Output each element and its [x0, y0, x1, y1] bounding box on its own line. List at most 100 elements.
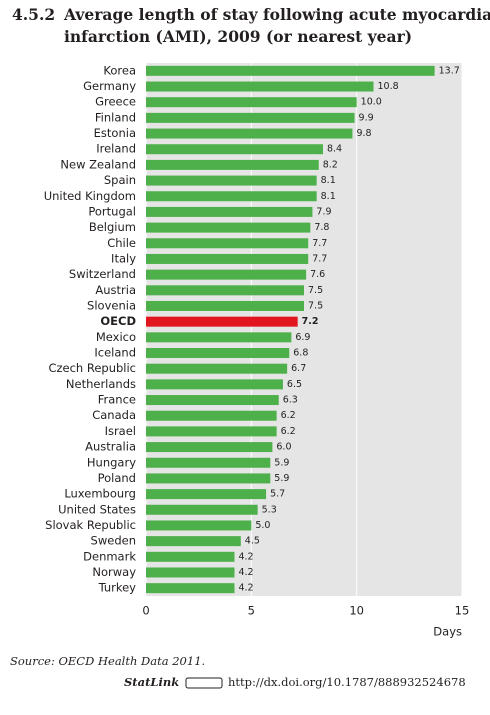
bar [146, 473, 271, 484]
y-tick-label: Slovak Republic [45, 518, 136, 532]
value-label: 6.9 [295, 332, 310, 343]
bar [146, 128, 353, 139]
bar [146, 238, 309, 249]
bar [146, 81, 374, 92]
y-tick-label: Israel [105, 424, 136, 438]
value-label: 8.1 [321, 191, 336, 202]
value-label: 8.1 [321, 175, 336, 186]
value-label: 7.8 [314, 222, 329, 233]
bar [146, 536, 241, 547]
bar [146, 395, 279, 406]
y-tick-label: Switzerland [69, 267, 136, 281]
y-tick-label: Chile [107, 236, 136, 250]
bar [146, 222, 311, 233]
statlink-url[interactable]: http://dx.doi.org/10.1787/888932524678 [228, 675, 466, 689]
bar [146, 112, 355, 123]
value-label: 6.7 [291, 363, 306, 374]
y-tick-label: Sweden [91, 534, 136, 548]
y-tick-label: United Kingdom [44, 189, 136, 203]
y-tick-label: Netherlands [66, 377, 136, 391]
y-tick-label: Italy [111, 251, 136, 265]
y-tick-label: Belgium [89, 220, 136, 234]
bar [146, 520, 252, 531]
bar [146, 363, 288, 374]
y-tick-label: Greece [95, 95, 136, 109]
y-tick-label: Mexico [96, 330, 136, 344]
chart-title: Average length of stay following acute m… [63, 5, 490, 24]
value-label: 5.9 [274, 457, 289, 468]
y-tick-label: United States [58, 502, 136, 516]
bar [146, 457, 271, 468]
y-tick-label: Luxembourg [64, 487, 136, 501]
bar [146, 489, 267, 500]
y-tick-label: Australia [85, 440, 136, 454]
bar [146, 285, 304, 296]
value-label: 7.5 [308, 285, 323, 296]
bar [146, 65, 435, 76]
value-label: 6.5 [287, 379, 302, 390]
value-label: 9.8 [356, 128, 371, 139]
x-tick-label: 15 [455, 604, 470, 618]
value-label: 7.5 [308, 300, 323, 311]
value-label: 7.6 [310, 269, 325, 280]
value-label: 5.3 [262, 504, 277, 515]
y-tick-label: Hungary [87, 455, 136, 469]
bar [146, 253, 309, 264]
x-tick-label: 10 [349, 604, 364, 618]
value-label: 7.7 [312, 238, 327, 249]
bar [146, 206, 313, 217]
statlink-logo [185, 677, 223, 689]
value-label: 6.3 [283, 395, 298, 406]
y-tick-label: Ireland [96, 142, 136, 156]
value-label: 7.2 [302, 316, 319, 327]
bar [146, 551, 235, 562]
y-tick-label: Spain [104, 173, 136, 187]
value-label: 6.0 [276, 442, 291, 453]
plot-background [146, 63, 462, 596]
y-tick-label: OECD [100, 314, 136, 328]
y-tick-label: Denmark [83, 549, 136, 563]
value-label: 10.8 [378, 81, 399, 92]
bar [146, 269, 307, 280]
bar [146, 191, 317, 202]
value-label: 6.8 [293, 348, 308, 359]
x-tick-label: 5 [248, 604, 255, 618]
bar [146, 144, 323, 155]
value-label: 6.2 [281, 426, 296, 437]
value-label: 6.2 [281, 410, 296, 421]
chart-title: infarction (AMI), 2009 (or nearest year) [64, 27, 412, 46]
bar [146, 426, 277, 437]
y-tick-label: Turkey [98, 581, 137, 595]
bar [146, 316, 298, 327]
y-tick-label: Canada [92, 408, 136, 422]
value-label: 4.5 [245, 536, 260, 547]
y-tick-label: Portugal [88, 204, 136, 218]
value-label: 9.9 [359, 112, 374, 123]
y-tick-label: Czech Republic [48, 361, 136, 375]
y-tick-label: Iceland [94, 346, 136, 360]
bar [146, 300, 304, 311]
x-axis-title: Days [433, 625, 462, 639]
y-tick-label: Slovenia [87, 298, 136, 312]
bar [146, 175, 317, 186]
y-tick-label: Estonia [94, 126, 136, 140]
bar [146, 567, 235, 578]
y-tick-label: Finland [95, 110, 136, 124]
y-tick-label: Korea [103, 63, 136, 77]
value-label: 8.2 [323, 159, 338, 170]
value-label: 4.2 [238, 567, 253, 578]
value-label: 7.9 [316, 206, 331, 217]
value-label: 7.7 [312, 253, 327, 264]
value-label: 4.2 [238, 551, 253, 562]
y-tick-label: Germany [83, 79, 136, 93]
y-tick-label: Austria [95, 283, 136, 297]
statlink-label: StatLink [124, 675, 179, 689]
value-label: 5.0 [255, 520, 270, 531]
bar [146, 504, 258, 515]
bar [146, 332, 292, 343]
value-label: 5.9 [274, 473, 289, 484]
bar [146, 583, 235, 594]
y-tick-label: New Zealand [60, 157, 136, 171]
bar [146, 442, 273, 453]
